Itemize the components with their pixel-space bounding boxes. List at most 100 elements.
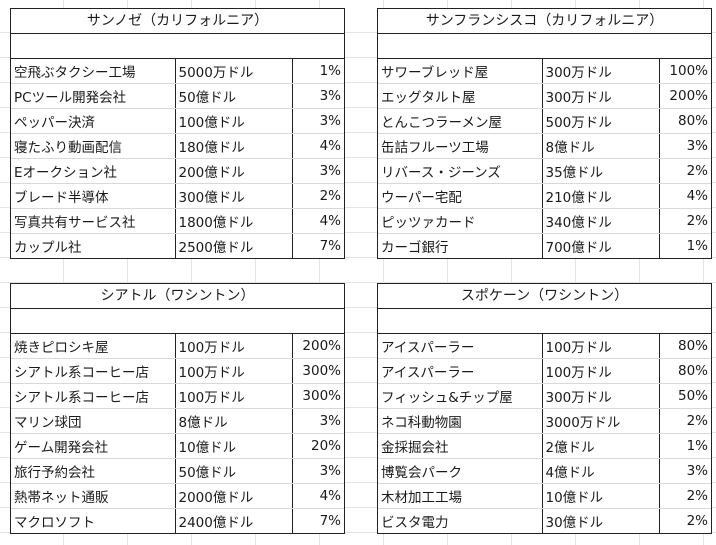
- percent-cell[interactable]: 200%: [292, 334, 344, 359]
- percent-cell[interactable]: 100%: [659, 59, 711, 84]
- amount-cell[interactable]: 5000万ドル: [175, 59, 293, 84]
- amount-cell[interactable]: 4億ドル: [542, 458, 660, 484]
- percent-cell[interactable]: 80%: [659, 358, 711, 384]
- percent-cell[interactable]: 3%: [292, 108, 344, 134]
- percent-cell[interactable]: 4%: [292, 208, 344, 234]
- company-cell[interactable]: ウーパー宅配: [378, 183, 543, 209]
- percent-cell[interactable]: 20%: [292, 433, 344, 459]
- company-cell[interactable]: とんこつラーメン屋: [378, 108, 543, 134]
- company-cell[interactable]: 焼きピロシキ屋: [11, 334, 176, 359]
- amount-cell[interactable]: 100万ドル: [175, 334, 293, 359]
- company-cell[interactable]: 博覧会パーク: [378, 458, 543, 484]
- amount-cell[interactable]: 3000万ドル: [542, 408, 660, 434]
- percent-cell[interactable]: 1%: [659, 433, 711, 459]
- percent-cell[interactable]: 3%: [292, 158, 344, 184]
- amount-cell[interactable]: 300万ドル: [542, 59, 660, 84]
- percent-cell[interactable]: 4%: [292, 133, 344, 159]
- percent-cell[interactable]: 80%: [659, 108, 711, 134]
- percent-cell[interactable]: 3%: [659, 458, 711, 484]
- amount-cell[interactable]: 300億ドル: [175, 183, 293, 209]
- percent-cell[interactable]: 2%: [659, 408, 711, 434]
- percent-cell[interactable]: 1%: [686, 238, 708, 254]
- amount-cell[interactable]: 10億ドル: [542, 483, 660, 509]
- amount-cell[interactable]: 2億ドル: [542, 433, 660, 459]
- sheet-title: サンノゼ（カリフォルニア）: [11, 9, 344, 34]
- percent-cell[interactable]: 50%: [659, 383, 711, 409]
- amount-cell[interactable]: 210億ドル: [542, 183, 660, 209]
- amount-cell[interactable]: 100万ドル: [542, 358, 660, 384]
- amount-cell[interactable]: 8億ドル: [542, 133, 660, 159]
- amount-cell[interactable]: 100万ドル: [175, 383, 293, 409]
- company-cell[interactable]: 旅行予約会社: [11, 458, 176, 484]
- amount-cell[interactable]: 2400億ドル: [175, 508, 293, 533]
- percent-cell[interactable]: 3%: [292, 408, 344, 434]
- amount-cell[interactable]: 200億ドル: [175, 158, 293, 184]
- company-cell[interactable]: リバース・ジーンズ: [378, 158, 543, 184]
- company-cell[interactable]: サワーブレッド屋: [378, 59, 543, 84]
- amount-cell[interactable]: 100億ドル: [175, 108, 293, 134]
- amount-cell[interactable]: 340億ドル: [542, 208, 660, 234]
- sheet-seattle: シアトル（ワシントン） 焼きピロシキ屋 100万ドル 200% シアトル系コーヒー店 1…: [10, 283, 345, 534]
- company-cell[interactable]: フィッシュ&チップ屋: [378, 383, 543, 409]
- company-cell[interactable]: シアトル系コーヒー店: [11, 358, 176, 384]
- company-cell[interactable]: 缶詰フルーツ工場: [378, 133, 543, 159]
- percent-cell[interactable]: 4%: [659, 183, 711, 209]
- percent-cell[interactable]: 2%: [659, 158, 711, 184]
- amount-cell[interactable]: 50億ドル: [175, 458, 293, 484]
- company-cell[interactable]: ブレード半導体: [11, 183, 176, 209]
- amount-cell[interactable]: 300万ドル: [542, 383, 660, 409]
- company-cell[interactable]: マリン球団: [11, 408, 176, 434]
- company-cell[interactable]: ピッツァカード: [378, 208, 543, 234]
- percent-cell[interactable]: 300%: [292, 383, 344, 409]
- amount-cell[interactable]: 180億ドル: [175, 133, 293, 159]
- company-cell[interactable]: アイスパーラー: [378, 334, 543, 359]
- amount-cell[interactable]: 500万ドル: [542, 108, 660, 134]
- amount-cell[interactable]: 100万ドル: [175, 358, 293, 384]
- company-cell[interactable]: Eオークション社: [11, 158, 176, 184]
- percent-cell[interactable]: 1%: [292, 59, 344, 84]
- percent-cell[interactable]: 3%: [659, 133, 711, 159]
- amount-cell[interactable]: 10億ドル: [175, 433, 293, 459]
- company-cell[interactable]: シアトル系コーヒー店: [11, 383, 176, 409]
- company-cell[interactable]: 木材加工工場: [378, 483, 543, 509]
- percent-cell[interactable]: 2%: [686, 513, 708, 529]
- percent-cell[interactable]: 2%: [659, 483, 711, 509]
- amount-cell[interactable]: 2500億ドル: [175, 233, 293, 258]
- percent-cell[interactable]: 3%: [292, 83, 344, 109]
- percent-cell[interactable]: 2%: [292, 183, 344, 209]
- percent-cell[interactable]: 2%: [659, 208, 711, 234]
- percent-cell[interactable]: 7%: [319, 238, 341, 254]
- company-cell[interactable]: 寝たふり動画配信: [11, 133, 176, 159]
- amount-cell[interactable]: 50億ドル: [175, 83, 293, 109]
- percent-cell[interactable]: 3%: [292, 458, 344, 484]
- company-cell[interactable]: ペッパー決済: [11, 108, 176, 134]
- percent-cell[interactable]: 4%: [292, 483, 344, 509]
- amount-cell[interactable]: 300万ドル: [542, 83, 660, 109]
- amount-cell[interactable]: 1800億ドル: [175, 208, 293, 234]
- amount-cell[interactable]: 100万ドル: [542, 334, 660, 359]
- percent-cell[interactable]: 200%: [659, 83, 711, 109]
- percent-cell[interactable]: 300%: [292, 358, 344, 384]
- company-cell[interactable]: 金採掘会社: [378, 433, 543, 459]
- amount-cell[interactable]: 8億ドル: [175, 408, 293, 434]
- amount-cell[interactable]: 30億ドル: [542, 508, 660, 533]
- percent-cell[interactable]: 80%: [659, 334, 711, 359]
- amount-cell[interactable]: 2000億ドル: [175, 483, 293, 509]
- company-cell[interactable]: アイスパーラー: [378, 358, 543, 384]
- company-cell[interactable]: 空飛ぶタクシー工場: [11, 59, 176, 84]
- company-cell[interactable]: ゲーム開発会社: [11, 433, 176, 459]
- company-cell[interactable]: エッグタルト屋: [378, 83, 543, 109]
- company-cell[interactable]: ネコ科動物園: [378, 408, 543, 434]
- company-cell[interactable]: マクロソフト: [11, 508, 176, 533]
- table-row: ブレード半導体 300億ドル 2%: [11, 183, 344, 209]
- amount-cell[interactable]: 700億ドル: [542, 233, 660, 258]
- company-cell[interactable]: PCツール開発会社: [11, 83, 176, 109]
- table-row: ゲーム開発会社 10億ドル 20%: [11, 433, 344, 459]
- percent-cell[interactable]: 7%: [319, 513, 341, 529]
- company-cell[interactable]: ビスタ電力: [378, 508, 543, 533]
- company-cell[interactable]: 熱帯ネット通販: [11, 483, 176, 509]
- company-cell[interactable]: カーゴ銀行: [378, 233, 543, 258]
- amount-cell[interactable]: 35億ドル: [542, 158, 660, 184]
- company-cell[interactable]: 写真共有サービス社: [11, 208, 176, 234]
- company-cell[interactable]: カップル社: [11, 233, 176, 258]
